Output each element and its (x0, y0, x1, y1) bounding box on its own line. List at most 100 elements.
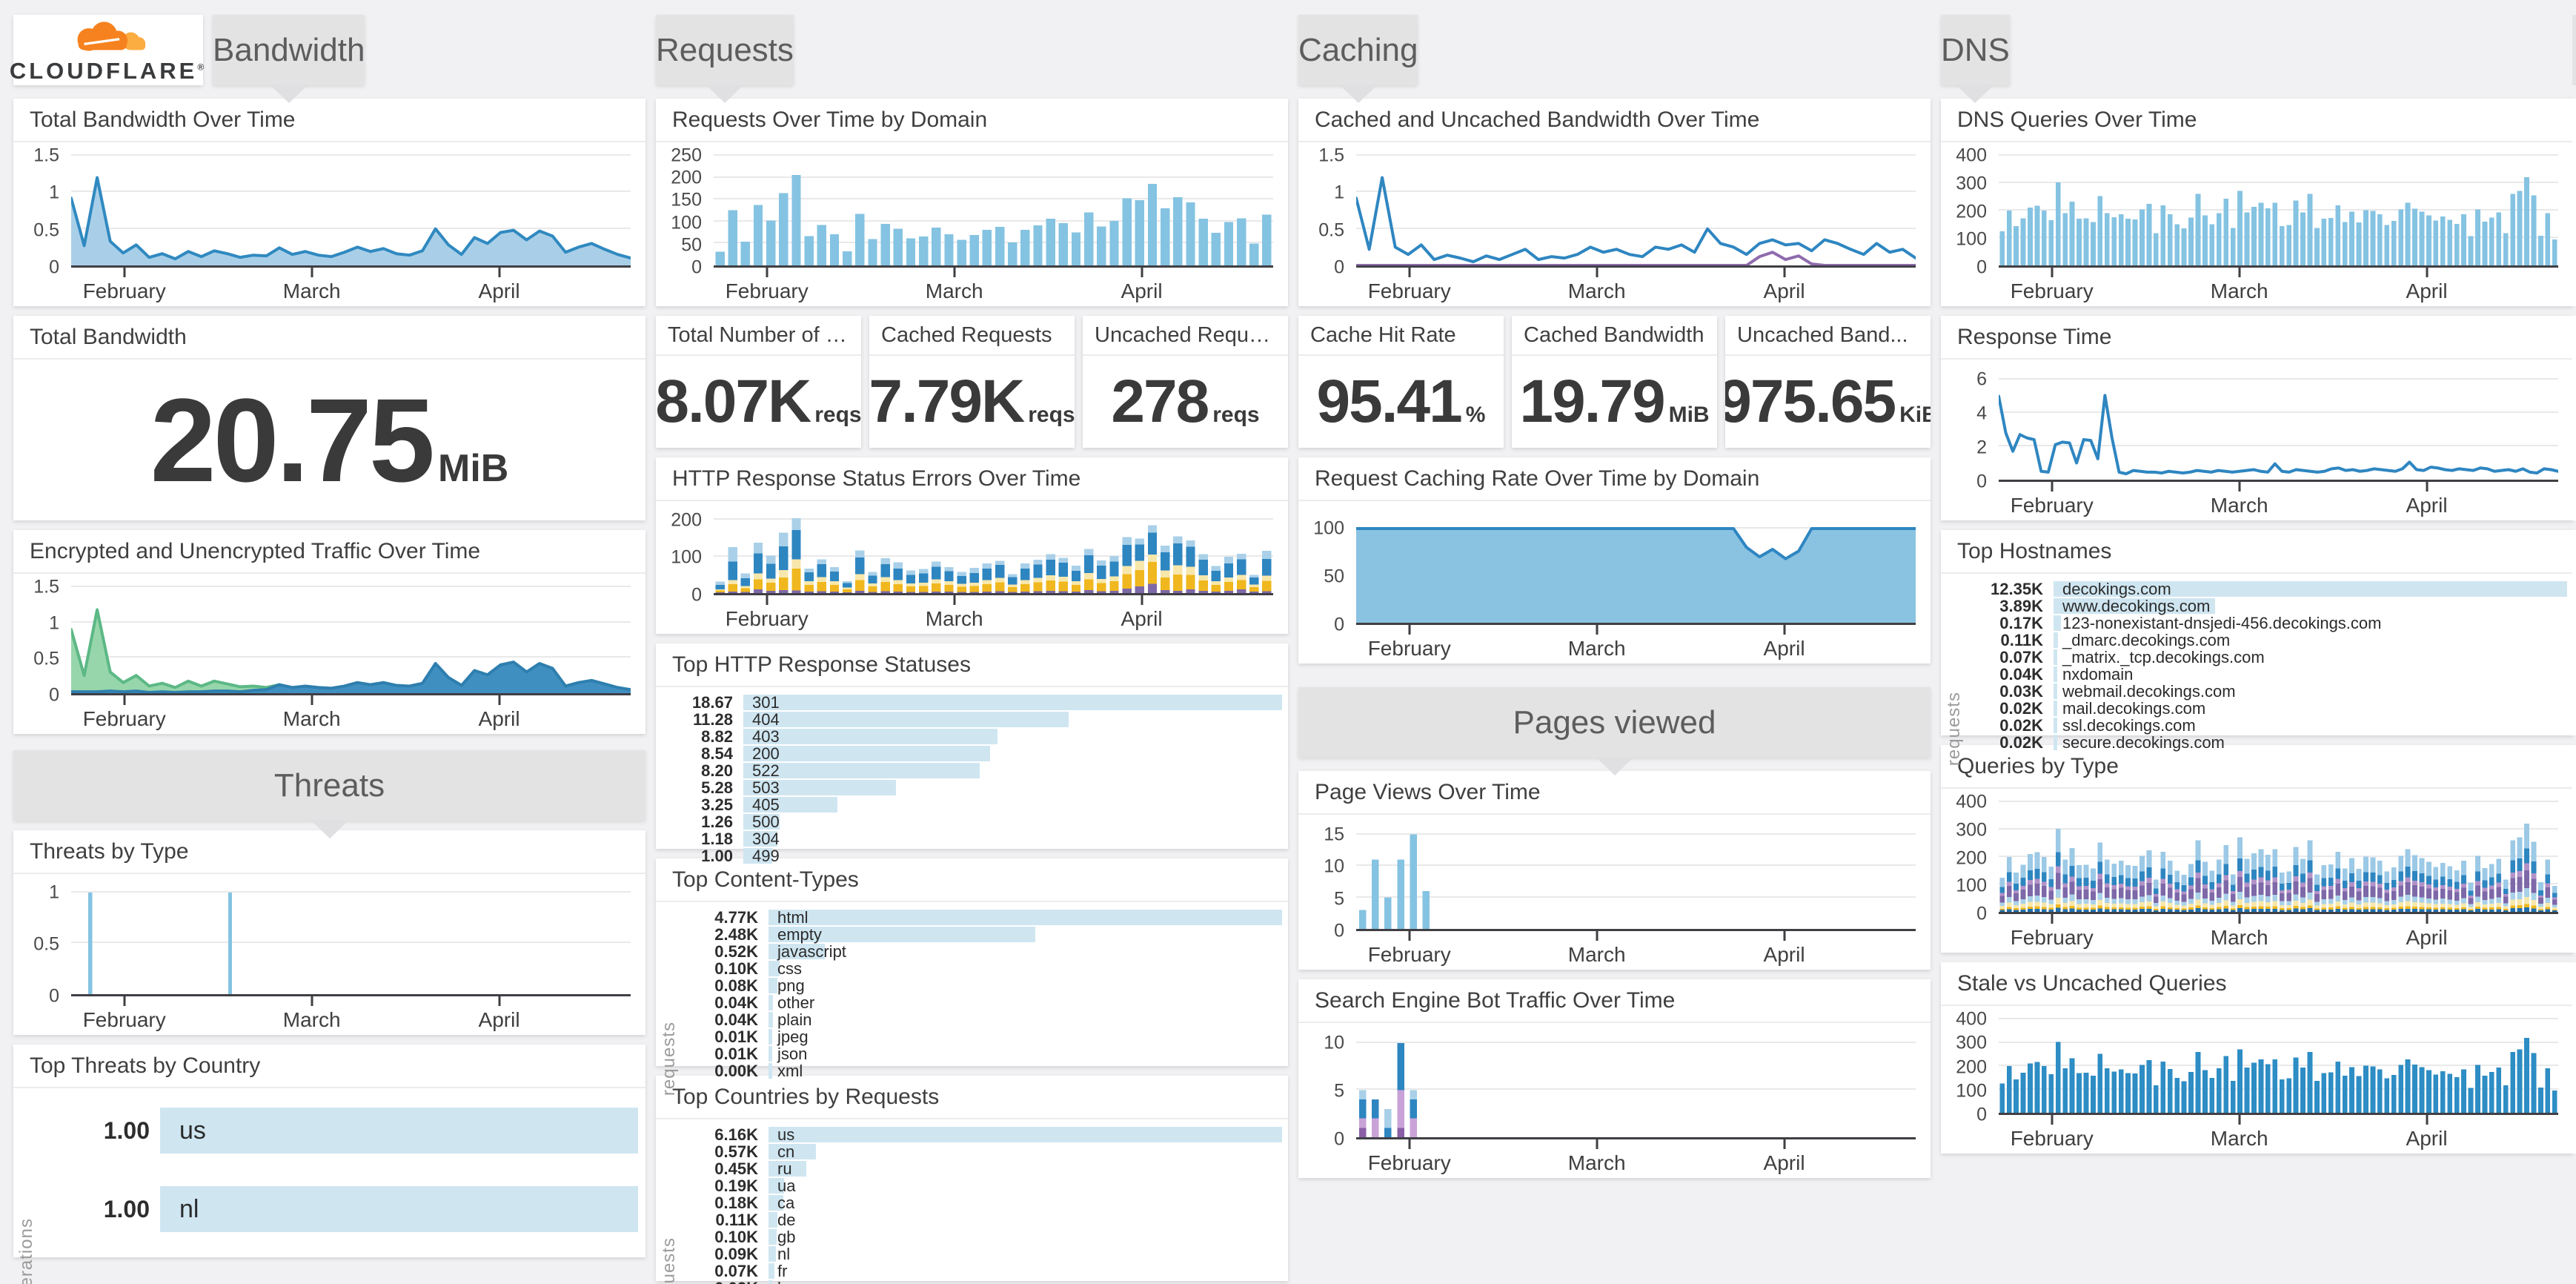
card-total-bandwidth: Total Bandwidth 20.75 MiB (13, 316, 645, 520)
top-threats-by-country-list[interactable]: operations 1.00 us 1.00 nl (13, 1088, 645, 1284)
list-item[interactable]: 0.07K _matrix._tcp.decokings.com (1966, 649, 2567, 665)
panel-title: Page Views Over Time (1298, 771, 1931, 815)
search-bot-traffic-chart[interactable]: 0 5 10 February March April (1298, 1023, 1931, 1178)
month-label: April (2406, 926, 2448, 949)
cached-uncached-bandwidth-plot (1356, 156, 1916, 265)
list-item[interactable]: 0.45K ru (681, 1160, 1282, 1177)
list-item[interactable]: 0.07K fr (681, 1263, 1282, 1279)
item-bar (160, 1186, 638, 1232)
list-item[interactable]: 4.77K html (681, 909, 1282, 925)
list-item[interactable]: 0.03K webmail.decokings.com (1966, 683, 2567, 699)
item-label: us (179, 1116, 206, 1145)
item-bar (769, 910, 1282, 925)
card-uncached-requests: Uncached Requests 278 reqs (1083, 316, 1288, 448)
item-bar (769, 927, 1036, 942)
list-item[interactable]: 12.35K decokings.com (1966, 580, 2567, 597)
top-statuses-list[interactable]: 18.67 301 11.28 404 8.82 403 8.54 200 8.20 522 5.2… (656, 687, 1288, 864)
request-caching-rate-plot (1356, 514, 1916, 623)
panel-title: Total Bandwidth Over Time (13, 99, 645, 142)
list-item[interactable]: 0.10K gb (681, 1228, 1282, 1245)
card-body: 975.65 KiB (1725, 356, 1931, 448)
section-header-label: Threats (273, 767, 385, 804)
list-item[interactable]: 0.00K xml (681, 1062, 1282, 1079)
list-item[interactable]: 0.52K javascript (681, 943, 1282, 959)
top-countries-list[interactable]: requests 6.16K us 0.57K cn 0.45K ru 0.19K ua 0.18… (656, 1119, 1288, 1284)
list-item[interactable]: 0.57K cn (681, 1143, 1282, 1159)
page-views-chart[interactable]: 0 5 10 15 February March April (1298, 815, 1931, 970)
cached-uncached-bandwidth-chart[interactable]: 0 0.5 1 1.5 February March April (1298, 142, 1931, 306)
list-item[interactable]: 11.28 404 (656, 709, 1282, 729)
list-item[interactable]: 1.18 304 (656, 830, 1282, 847)
panel-threats-by-type: Threats by Type 0 0.5 1 February March April (13, 830, 645, 1035)
item-bar (743, 712, 1069, 727)
list-item[interactable]: 0.04K nxdomain (1966, 666, 2567, 682)
list-item[interactable]: 2.48K empty (681, 926, 1282, 942)
list-item[interactable]: 8.82 403 (656, 728, 1282, 744)
list-item[interactable]: 1.00 nl (39, 1186, 638, 1232)
total-bandwidth-over-time-chart[interactable]: 0 0.5 1 1.5 February March April (13, 142, 645, 306)
dns-queries-chart[interactable]: 0 100 200 300 400 February March April (1941, 142, 2573, 306)
list-item[interactable]: 0.19K ua (681, 1177, 1282, 1194)
top-hostnames-list[interactable]: requests 12.35K decokings.com 3.89K www.deco… (1941, 574, 2573, 766)
list-item[interactable]: 0.02K ssl.decokings.com (1966, 717, 2567, 733)
cached-bandwidth-value: 19.79 (1519, 368, 1665, 435)
month-label: February (725, 279, 809, 302)
list-item[interactable]: 5.28 503 (656, 779, 1282, 795)
month-label: March (2210, 494, 2268, 517)
panel-requests-over-time: Requests Over Time by Domain 0 50 100 150 20… (656, 99, 1288, 306)
panel-dns-queries: DNS Queries Over Time 0 100 200 300 400 Febru… (1941, 99, 2573, 306)
list-item[interactable]: 0.11K de (681, 1211, 1282, 1228)
top-content-types-list[interactable]: requests 4.77K html 2.48K empty 0.52K javascri… (656, 902, 1288, 1096)
item-bar (769, 1229, 777, 1245)
panel-title: Top Threats by Country (13, 1045, 645, 1088)
queries-by-type-chart[interactable]: 0 100 200 300 400 February March April (1941, 789, 2573, 953)
list-item[interactable]: 0.02K kr (681, 1280, 1282, 1284)
list-item[interactable]: 3.25 405 (656, 796, 1282, 813)
response-time-chart[interactable]: 0 2 4 6 February March April (1941, 360, 2573, 520)
month-label: February (725, 607, 809, 630)
list-item[interactable]: 0.08K png (681, 977, 1282, 993)
month-label: March (1567, 943, 1626, 966)
item-value: 18.67 (691, 692, 733, 712)
list-item[interactable]: 0.04K other (681, 993, 1282, 1012)
item-value: 0.10K (714, 959, 758, 978)
list-item[interactable]: 0.11K _dmarc.decokings.com (1966, 632, 2567, 648)
item-bar (2054, 718, 2057, 733)
panel-title: Cache Hit Rate (1298, 316, 1504, 356)
section-header-threats: Threats (13, 750, 645, 838)
item-label: other (777, 993, 815, 1012)
list-item[interactable]: 0.04K plain (681, 1011, 1282, 1027)
list-item[interactable]: 8.54 200 (656, 745, 1282, 761)
list-item[interactable]: 0.18K ca (681, 1194, 1282, 1211)
list-item[interactable]: 0.09K nl (681, 1245, 1282, 1262)
month-label: February (1367, 943, 1451, 966)
threats-by-type-chart[interactable]: 0 0.5 1 February March April (13, 874, 645, 1035)
list-item[interactable]: 0.10K css (681, 959, 1282, 978)
panel-encrypted-traffic: Encrypted and Unencrypted Traffic Over T… (13, 530, 645, 734)
list-item[interactable]: 0.02K mail.decokings.com (1966, 700, 2567, 716)
list-item[interactable]: 1.00 499 (656, 847, 1282, 864)
column-caching: Caching Cached and Uncached Bandwidth Ov… (1298, 15, 1931, 1188)
request-caching-rate-chart[interactable]: 0 50 100 February March April (1298, 501, 1931, 663)
list-item[interactable]: 1.00 us (39, 1108, 638, 1154)
http-errors-chart[interactable]: 0 100 200 February March April (656, 501, 1288, 634)
stale-uncached-queries-chart[interactable]: 0 100 200 300 400 February March April (1941, 1006, 2573, 1154)
panel-top-hostnames: Top Hostnames requests 12.35K decokings.co… (1941, 530, 2573, 766)
list-item[interactable]: 0.02K secure.decokings.com (1966, 734, 2567, 750)
encrypted-unencrypted-traffic-chart[interactable]: 0 0.5 1 1.5 February March April (13, 574, 645, 734)
list-item[interactable]: 18.67 301 (656, 692, 1282, 712)
list-item[interactable]: 8.20 522 (656, 762, 1282, 778)
section-header-label: Bandwidth (213, 31, 365, 68)
item-value: 11.28 (693, 709, 733, 729)
requests-over-time-chart[interactable]: 0 50 100 150 200 250 February March April (656, 142, 1288, 306)
list-item[interactable]: 0.01K json (681, 1045, 1282, 1062)
queries-by-type-plot (1999, 824, 2557, 912)
list-item[interactable]: 6.16K us (681, 1126, 1282, 1142)
card-total-requests: Total Number of Re... 8.07K reqs (656, 316, 861, 448)
item-value: 0.04K (1999, 664, 2043, 684)
list-item[interactable]: 0.01K jpeg (681, 1028, 1282, 1045)
cloudflare-logo[interactable]: CLOUDFLARE® (10, 15, 204, 85)
list-item[interactable]: 0.17K 123-nonexistant-dnsjedi-456.decokin… (1966, 615, 2567, 631)
list-item[interactable]: 3.89K www.decokings.com (1966, 598, 2567, 614)
list-item[interactable]: 1.26 500 (656, 813, 1282, 830)
